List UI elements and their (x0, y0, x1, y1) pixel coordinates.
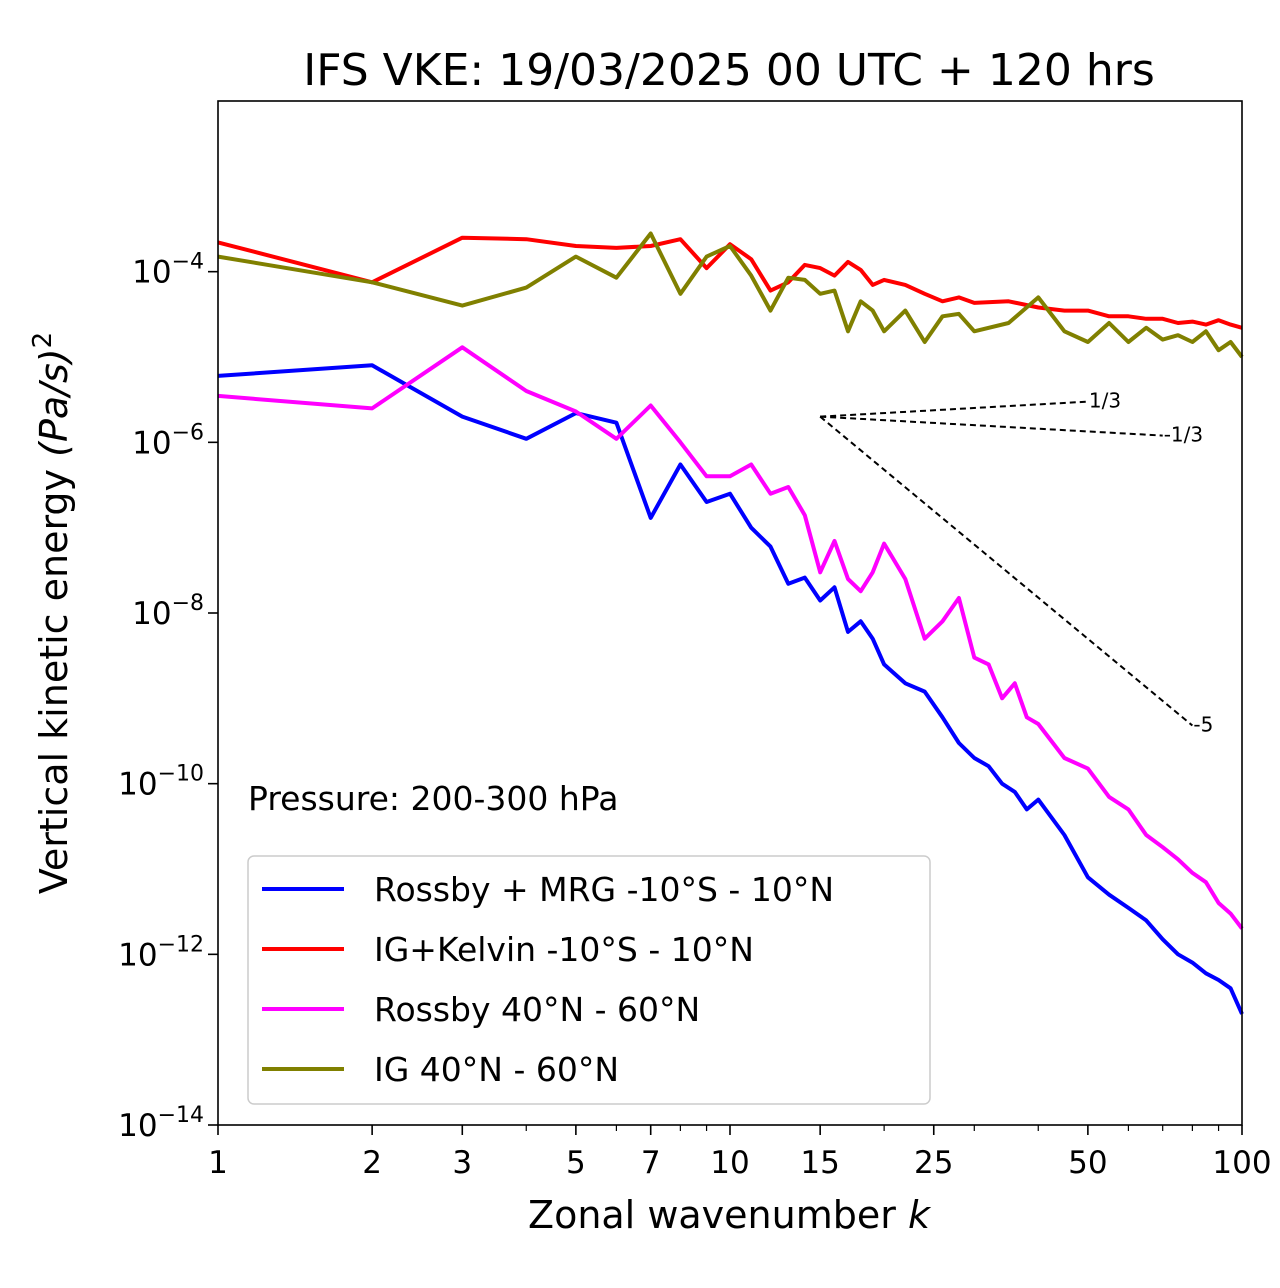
y-tick-label: 10−12 (118, 932, 204, 973)
x-tick-label: 10 (710, 1145, 749, 1181)
reference-line-2 (820, 415, 1163, 437)
x-tick-label: 5 (566, 1145, 586, 1181)
y-tick-base: 10 (118, 937, 157, 973)
y-tick-exponent: −8 (172, 591, 204, 616)
reference-line-label-2: -1/3 (1164, 423, 1203, 447)
x-tick-label: 2 (362, 1145, 382, 1181)
x-tick-label: 3 (452, 1145, 472, 1181)
x-axis-ticks: 1 2 3 5 7 10 15 25 50 100 (208, 1125, 1272, 1181)
series-line-1 (217, 363, 1244, 1015)
legend: Rossby + MRG -10°S - 10°N IG+Kelvin -10°S… (247, 855, 931, 1105)
y-tick-label: 10−8 (132, 591, 204, 632)
x-tick-label: 7 (641, 1145, 661, 1181)
x-axis-label: Zonal wavenumber k (528, 1193, 932, 1237)
y-tick-base: 10 (118, 767, 157, 803)
y-axis-label: Vertical kinetic energy (Pa/s)2 (28, 332, 76, 894)
reference-line-1 (820, 400, 1088, 418)
chart-title: IFS VKE: 19/03/2025 00 UTC + 120 hrs (303, 45, 1155, 96)
pressure-annotation: Pressure: 200-300 hPa (248, 779, 618, 818)
y-tick-base: 10 (132, 425, 171, 461)
x-tick-label: 25 (914, 1145, 953, 1181)
legend-entries: Rossby + MRG -10°S - 10°N IG+Kelvin -10°S… (262, 870, 834, 1089)
y-axis-label-text: Vertical kinetic energy (32, 469, 76, 894)
y-tick-base: 10 (132, 255, 171, 291)
legend-label-4: IG 40°N - 60°N (374, 1050, 619, 1089)
y-tick-label: 10−14 (118, 1103, 204, 1144)
x-tick-label: 100 (1212, 1145, 1271, 1181)
y-tick-label: 10−4 (132, 250, 204, 291)
x-tick-label: 50 (1068, 1145, 1107, 1181)
y-tick-exponent: −4 (172, 250, 204, 275)
legend-label-2: IG+Kelvin -10°S - 10°N (374, 930, 754, 969)
reference-line-label-3: -5 (1193, 713, 1213, 737)
y-tick-base: 10 (118, 1108, 157, 1144)
series-line-2 (217, 235, 1243, 330)
legend-box (247, 855, 931, 1105)
y-tick-label: 10−10 (118, 762, 204, 803)
x-tick-label: 15 (800, 1145, 839, 1181)
reference-line-3 (819, 415, 1194, 727)
reference-line-label-1: 1/3 (1089, 389, 1121, 413)
y-tick-base: 10 (132, 596, 171, 632)
y-axis-label-unit: (Pa/s) (32, 348, 76, 456)
y-tick-exponent: −6 (172, 420, 204, 445)
y-axis-label-unit-exponent: 2 (28, 332, 58, 349)
series-layer (217, 231, 1244, 1015)
y-tick-exponent: −10 (158, 762, 204, 787)
legend-label-3: Rossby 40°N - 60°N (374, 990, 700, 1029)
legend-label-1: Rossby + MRG -10°S - 10°N (374, 870, 834, 909)
x-tick-label: 1 (208, 1145, 228, 1181)
y-tick-exponent: −14 (158, 1103, 204, 1128)
x-axis-label-variable: k (908, 1193, 932, 1237)
x-axis-label-text: Zonal wavenumber (528, 1193, 896, 1237)
reference-lines: 1/3 -1/3 -5 (819, 389, 1213, 737)
series-line-3 (217, 345, 1244, 930)
y-tick-exponent: −12 (158, 932, 204, 957)
series-line-4 (217, 231, 1244, 359)
y-tick-label: 10−6 (132, 420, 204, 461)
